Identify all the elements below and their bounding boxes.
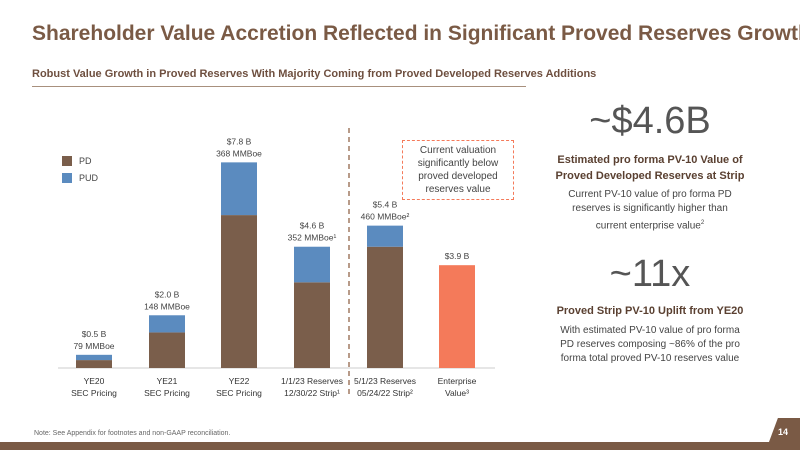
legend-label-pd: PD [79,155,92,166]
x-tick-label: 1/1/23 Reserves [281,376,343,386]
bar-pd [221,215,257,368]
bar-pud [76,354,112,361]
footer-band [0,442,800,450]
stat-pd-body-line: Current PV-10 value of pro forma PD [568,189,732,200]
slide-title: Shareholder Value Accretion Reflected in… [32,22,800,45]
stat-uplift-body-line: forma total proved PV-10 reserves value [560,353,740,364]
legend-item-pud: PUD [62,169,98,186]
stat-pd-heading: Estimated pro forma PV-10 Value of Prove… [540,152,760,184]
bar-pd [76,360,112,368]
stat-uplift-value: ~11x [609,253,691,295]
callout-line: reserves value [425,184,491,195]
stat-pd-body-line: reserves is significantly higher than [572,203,728,214]
bar-pud [367,225,403,247]
x-tick-label: SEC Pricing [216,388,262,398]
page-number: 14 [778,427,789,437]
stat-uplift-body-line: With estimated PV-10 value of pro forma [560,325,740,336]
legend-label-pud: PUD [79,172,99,183]
x-tick-label: Value³ [445,388,469,398]
stat-pd-heading-line: Estimated pro forma PV-10 Value of [557,154,743,166]
data-label: 368 MMBoe [216,148,262,158]
slide-subtitle: Robust Value Growth in Proved Reserves W… [32,68,597,80]
legend-swatch-pd [62,155,72,166]
data-label: $4.6 B [300,221,325,231]
data-label: $3.9 B [445,251,470,261]
data-label: 352 MMBoe¹ [288,233,337,243]
stat-uplift-value-block: ~11x [540,253,760,296]
x-tick-label: YE20 [84,376,105,386]
data-label: 460 MMBoe² [361,212,410,222]
stat-pd-body: Current PV-10 value of pro forma PD rese… [540,188,760,233]
callout-line: proved developed [418,171,498,182]
valuation-callout: Current valuation significantly below pr… [402,140,514,200]
stat-uplift-body-line: PD reserves composing ~86% of the pro [560,339,740,350]
bar-pd [149,332,185,368]
callout-line: significantly below [417,158,499,169]
data-label: $5.4 B [373,200,398,210]
bar-pd [294,282,330,368]
chart-legend: PD PUD [62,152,98,186]
x-tick-label: YE21 [157,376,178,386]
stat-pd-value-block: ~$4.6B [540,100,760,143]
bar-enterprise-value [439,265,475,368]
stat-pd-heading-line: Proved Developed Reserves at Strip [555,170,745,182]
data-label: 148 MMBoe [144,301,190,311]
stat-uplift-heading-line: Proved Strip PV-10 Uplift from YE20 [556,305,744,317]
x-tick-label: YE22 [229,376,250,386]
x-tick-label: SEC Pricing [71,388,117,398]
stat-uplift-body: With estimated PV-10 value of pro forma … [540,324,760,366]
data-label: $0.5 B [82,329,107,339]
stat-pd-value: ~$4.6B [589,100,711,142]
subtitle-underline [32,86,526,87]
footnote: Note: See Appendix for footnotes and non… [34,430,231,437]
bar-pud [221,162,257,216]
x-tick-label: 05/24/22 Strip² [357,388,413,398]
stat-pd-body-footnote: 2 [700,220,705,226]
legend-item-pd: PD [62,152,98,169]
callout-line: Current valuation [419,145,497,156]
data-label: $2.0 B [155,289,180,299]
x-tick-label: 12/30/22 Strip¹ [284,388,340,398]
bar-pud [149,315,185,333]
x-tick-label: Enterprise [438,376,477,386]
legend-swatch-pud [62,172,72,183]
data-label: $7.8 B [227,136,252,146]
bar-pud [294,246,330,283]
data-label: 79 MMBoe [73,341,114,351]
stat-uplift-heading: Proved Strip PV-10 Uplift from YE20 [540,303,760,319]
stat-pd-body-line: current enterprise value2 [540,216,760,233]
x-tick-label: SEC Pricing [144,388,190,398]
bar-pd [367,246,403,368]
x-tick-label: 5/1/23 Reserves [354,376,416,386]
stat-pd-body-text: current enterprise value [595,220,701,232]
